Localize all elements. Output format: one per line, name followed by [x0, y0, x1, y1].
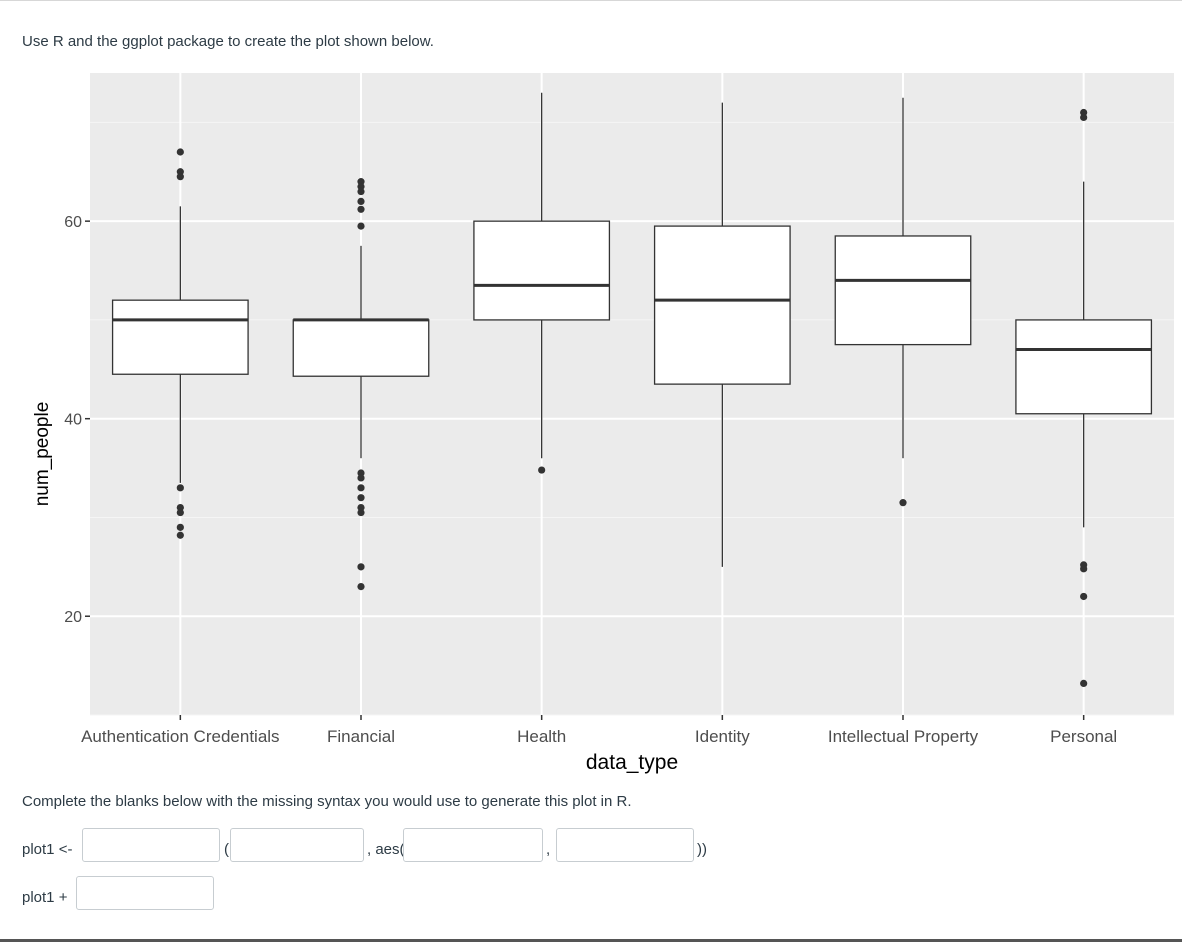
plot-panel [90, 73, 1174, 715]
blank-4-input[interactable] [556, 828, 694, 862]
outlier-point [357, 474, 365, 482]
code-line-1-prefix: plot1 <- [22, 841, 73, 858]
code-line-2-prefix: plot1 + [22, 889, 68, 906]
axis-layer: 20 40 60 Authentication Credentials Financia… [64, 214, 1117, 746]
outlier-point [357, 222, 365, 230]
y-axis-title: num_people [32, 402, 53, 507]
box-iqr [834, 235, 972, 346]
y-tick-label: 40 [64, 412, 82, 429]
code-aes-token: , aes( [367, 841, 405, 858]
x-tick-label: Intellectual Property [828, 727, 979, 746]
outlier-point [357, 205, 365, 213]
outlier-point [357, 178, 365, 186]
box-iqr [292, 319, 430, 377]
outlier-point [176, 503, 184, 512]
outlier-point [357, 508, 365, 517]
blank-2-input[interactable] [230, 828, 364, 862]
box-financial [292, 178, 430, 591]
blank-3-input[interactable] [403, 828, 543, 862]
box-identity [653, 102, 791, 567]
code-comma: , [546, 841, 551, 858]
outlier-point [357, 563, 365, 571]
box-authentication-credentials [111, 148, 249, 539]
code-close-parens: )) [697, 841, 707, 858]
outlier-point [357, 503, 365, 512]
outlier-point [357, 484, 365, 492]
outlier-point [176, 484, 184, 492]
bottom-divider [0, 939, 1182, 942]
outlier-point [357, 197, 365, 205]
x-tick-label: Authentication Credentials [81, 727, 279, 746]
outlier-point [176, 148, 184, 156]
outlier-point [899, 499, 907, 507]
outlier-point [357, 494, 365, 502]
box-health [473, 92, 611, 474]
y-tick-label: 60 [64, 214, 82, 231]
outlier-point [176, 168, 184, 176]
question-prompt: Use R and the ggplot package to create t… [22, 33, 434, 50]
outlier-point [538, 466, 546, 474]
outlier-point [176, 508, 184, 517]
code-open-paren: ( [224, 841, 229, 858]
box-personal [1015, 108, 1153, 687]
boxplot-chart: 20 40 60 Authentication Credentials Financia… [32, 73, 1174, 774]
box-iqr [473, 220, 611, 321]
outlier-point [1080, 679, 1088, 687]
instruction-text: Complete the blanks below with the missi… [22, 793, 632, 810]
outlier-point [176, 173, 184, 181]
outlier-point [1080, 108, 1088, 117]
outlier-point [1080, 592, 1088, 601]
top-divider [0, 0, 1182, 1]
blank-5-input[interactable] [76, 876, 214, 910]
outlier-point [357, 583, 365, 591]
outlier-point [176, 523, 184, 531]
x-tick-label: Identity [695, 727, 750, 746]
x-tick-label: Financial [327, 727, 395, 746]
outlier-point [1080, 565, 1088, 573]
box-iqr [653, 225, 791, 385]
x-axis-title: data_type [586, 751, 678, 774]
x-tick-label: Personal [1050, 727, 1117, 746]
outlier-point [357, 187, 365, 196]
box-intellectual-property [834, 97, 972, 507]
outlier-point [176, 531, 184, 539]
box-iqr [111, 299, 249, 375]
outlier-point [1080, 113, 1088, 122]
box-iqr [1015, 319, 1153, 415]
y-tick-label: 20 [64, 609, 82, 626]
x-tick-label: Health [517, 727, 566, 746]
blank-1-input[interactable] [82, 828, 220, 862]
outlier-point [357, 182, 365, 191]
box-layer [111, 92, 1153, 687]
outlier-point [357, 469, 365, 477]
